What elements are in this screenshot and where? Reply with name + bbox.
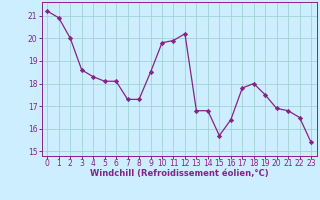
X-axis label: Windchill (Refroidissement éolien,°C): Windchill (Refroidissement éolien,°C) — [90, 169, 268, 178]
